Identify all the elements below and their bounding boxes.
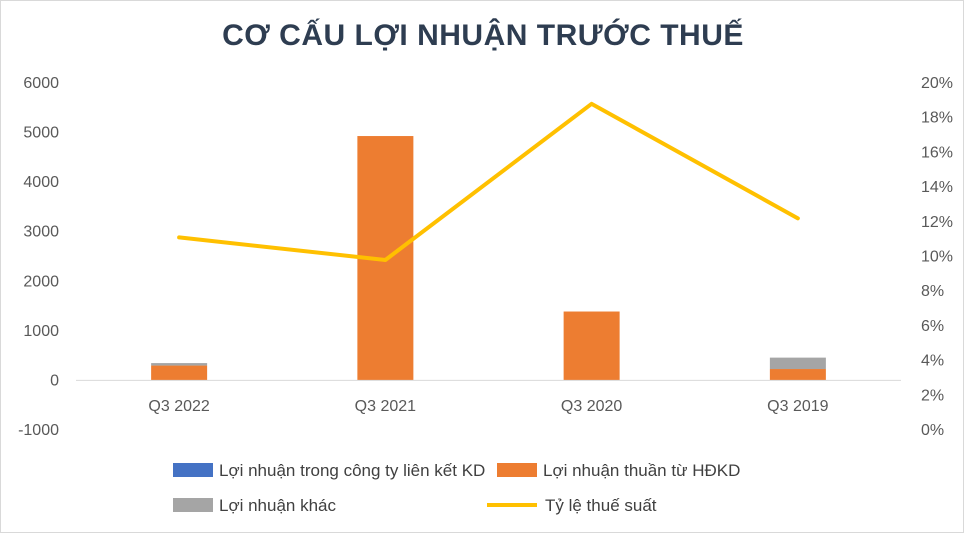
- y-right-tick-label: 2%: [921, 387, 944, 404]
- bar-segment: [563, 311, 620, 381]
- legend-swatch: [173, 463, 213, 477]
- y-left-tick-label: 0: [50, 372, 59, 389]
- y-left-tick-label: 5000: [23, 125, 59, 142]
- legend-label: Lợi nhuận thuần từ HĐKD: [543, 461, 740, 480]
- bar-segment: [151, 365, 208, 381]
- y-right-tick-label: 20%: [921, 75, 953, 92]
- line-series: [177, 101, 800, 262]
- y-right-tick-label: 18%: [921, 110, 953, 127]
- x-tick-label: Q3 2020: [561, 398, 622, 415]
- y-left-tick-label: 6000: [23, 75, 59, 92]
- y-left-tick-label: 1000: [23, 323, 59, 340]
- y-left-tick-label: 2000: [23, 273, 59, 290]
- legend-swatch: [497, 463, 537, 477]
- bar-segment: [151, 363, 208, 366]
- y-left-tick-label: -1000: [18, 422, 59, 439]
- y-right-tick-label: 14%: [921, 179, 953, 196]
- y-right-tick-label: 4%: [921, 353, 944, 370]
- line-point: [384, 259, 386, 261]
- y-left-tick-label: 4000: [23, 174, 59, 191]
- bar-segment: [769, 357, 826, 370]
- bar-segment: [769, 369, 826, 381]
- y-right-tick-label: 10%: [921, 249, 953, 266]
- line-point: [591, 103, 593, 105]
- x-tick-label: Q3 2019: [767, 398, 828, 415]
- x-tick-label: Q3 2021: [355, 398, 416, 415]
- line-point: [178, 236, 180, 238]
- y-right-tick-label: 16%: [921, 144, 953, 161]
- legend-label: Lợi nhuận trong công ty liên kết KD: [219, 461, 485, 480]
- chart-title: CƠ CẤU LỢI NHUẬN TRƯỚC THUẾ: [222, 19, 744, 52]
- x-tick-label: Q3 2022: [148, 398, 209, 415]
- legend-label: Tỷ lệ thuế suất: [545, 496, 657, 515]
- line-point: [797, 217, 799, 219]
- y-right-tick-label: 6%: [921, 318, 944, 335]
- y-left-tick-label: 3000: [23, 224, 59, 241]
- legend-label: Lợi nhuận khác: [219, 496, 337, 515]
- legend-swatch: [173, 498, 213, 512]
- y-right-tick-label: 12%: [921, 214, 953, 231]
- y-right-tick-label: 0%: [921, 422, 944, 439]
- y-right-tick-label: 8%: [921, 283, 944, 300]
